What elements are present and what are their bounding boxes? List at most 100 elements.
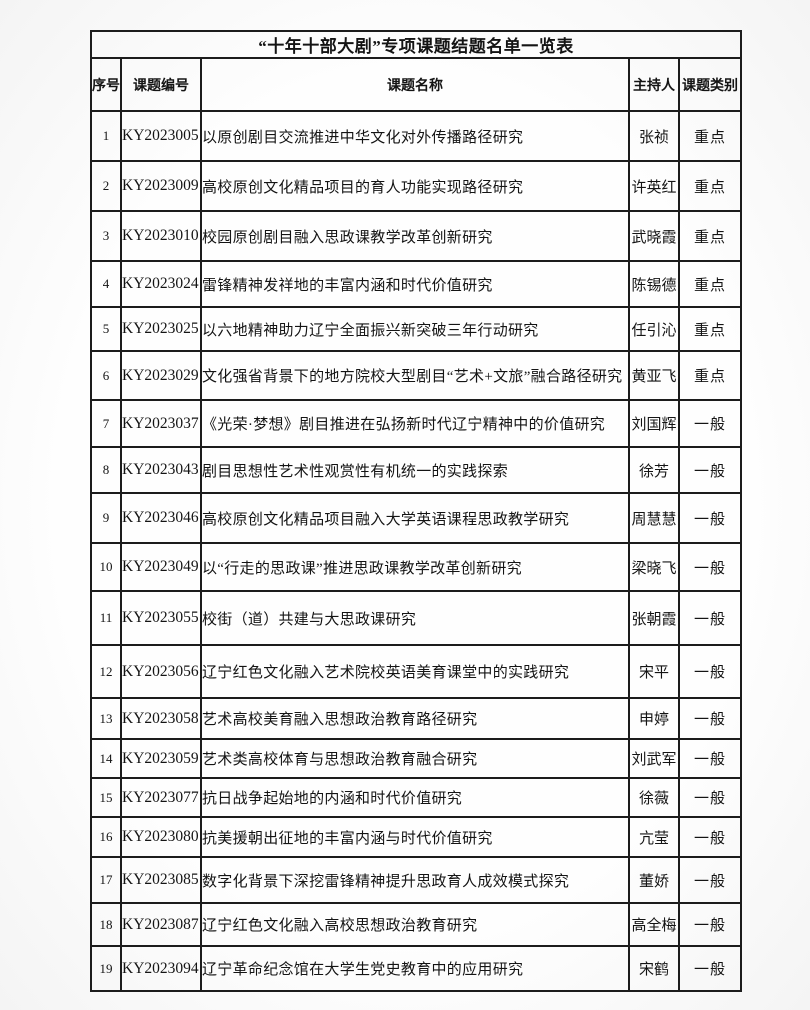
page-title: “十年十部大剧”专项课题结题名单一览表 bbox=[90, 30, 742, 59]
cell-category: 重点 bbox=[678, 260, 742, 308]
cell-code: KY2023024 bbox=[120, 260, 202, 308]
cell-category: 一般 bbox=[678, 902, 742, 947]
column-header-host: 主持人 bbox=[628, 57, 680, 112]
cell-host: 任引沁 bbox=[628, 306, 680, 352]
table-row: 3 KY2023010 校园原创剧目融入思政课教学改革创新研究 武晓霞 重点 bbox=[90, 210, 742, 262]
cell-category: 一般 bbox=[678, 816, 742, 858]
cell-code: KY2023010 bbox=[120, 210, 202, 262]
cell-category: 一般 bbox=[678, 697, 742, 740]
topics-table: “十年十部大剧”专项课题结题名单一览表 序号 课题编号 课题名称 主持人 课题类… bbox=[90, 30, 742, 992]
cell-no: 8 bbox=[90, 446, 122, 494]
cell-code: KY2023037 bbox=[120, 399, 202, 448]
cell-code: KY2023029 bbox=[120, 350, 202, 401]
cell-code: KY2023094 bbox=[120, 945, 202, 992]
table-row: 7 KY2023037 《光荣·梦想》剧目推进在弘扬新时代辽宁精神中的价值研究 刘国辉… bbox=[90, 399, 742, 448]
cell-code: KY2023025 bbox=[120, 306, 202, 352]
cell-category: 一般 bbox=[678, 542, 742, 592]
cell-code: KY2023046 bbox=[120, 492, 202, 544]
cell-no: 2 bbox=[90, 160, 122, 212]
cell-name: 校街（道）共建与大思政课研究 bbox=[200, 590, 630, 646]
cell-no: 14 bbox=[90, 738, 122, 779]
cell-code: KY2023085 bbox=[120, 856, 202, 904]
cell-category: 一般 bbox=[678, 446, 742, 494]
cell-code: KY2023058 bbox=[120, 697, 202, 740]
cell-name: 雷锋精神发祥地的丰富内涵和时代价值研究 bbox=[200, 260, 630, 308]
cell-name: 抗美援朝出征地的丰富内涵与时代价值研究 bbox=[200, 816, 630, 858]
cell-host: 许英红 bbox=[628, 160, 680, 212]
cell-no: 19 bbox=[90, 945, 122, 992]
table-row: 19 KY2023094 辽宁革命纪念馆在大学生党史教育中的应用研究 宋鹤 一般 bbox=[90, 945, 742, 992]
cell-code: KY2023077 bbox=[120, 777, 202, 818]
cell-category: 重点 bbox=[678, 210, 742, 262]
cell-name: 校园原创剧目融入思政课教学改革创新研究 bbox=[200, 210, 630, 262]
cell-no: 3 bbox=[90, 210, 122, 262]
cell-category: 一般 bbox=[678, 777, 742, 818]
cell-no: 4 bbox=[90, 260, 122, 308]
cell-host: 刘武军 bbox=[628, 738, 680, 779]
cell-code: KY2023049 bbox=[120, 542, 202, 592]
column-header-code: 课题编号 bbox=[120, 57, 202, 112]
cell-code: KY2023059 bbox=[120, 738, 202, 779]
cell-category: 一般 bbox=[678, 399, 742, 448]
cell-code: KY2023056 bbox=[120, 644, 202, 699]
cell-name: 以六地精神助力辽宁全面振兴新突破三年行动研究 bbox=[200, 306, 630, 352]
cell-host: 宋平 bbox=[628, 644, 680, 699]
column-header-category: 课题类别 bbox=[678, 57, 742, 112]
cell-no: 1 bbox=[90, 110, 122, 162]
table-row: 15 KY2023077 抗日战争起始地的内涵和时代价值研究 徐薇 一般 bbox=[90, 777, 742, 818]
cell-name: 高校原创文化精品项目融入大学英语课程思政教学研究 bbox=[200, 492, 630, 544]
cell-name: 辽宁革命纪念馆在大学生党史教育中的应用研究 bbox=[200, 945, 630, 992]
table-body: 1 KY2023005 以原创剧目交流推进中华文化对外传播路径研究 张祯 重点 2 KY20… bbox=[90, 110, 742, 992]
cell-code: KY2023043 bbox=[120, 446, 202, 494]
table-row: 2 KY2023009 高校原创文化精品项目的育人功能实现路径研究 许英红 重点 bbox=[90, 160, 742, 212]
column-header-name: 课题名称 bbox=[200, 57, 630, 112]
cell-host: 宋鹤 bbox=[628, 945, 680, 992]
cell-category: 一般 bbox=[678, 945, 742, 992]
table-row: 10 KY2023049 以“行走的思政课”推进思政课教学改革创新研究 梁晓飞 一般 bbox=[90, 542, 742, 592]
table-row: 11 KY2023055 校街（道）共建与大思政课研究 张朝霞 一般 bbox=[90, 590, 742, 646]
cell-name: 辽宁红色文化融入高校思想政治教育研究 bbox=[200, 902, 630, 947]
table-row: 4 KY2023024 雷锋精神发祥地的丰富内涵和时代价值研究 陈锡德 重点 bbox=[90, 260, 742, 308]
cell-host: 陈锡德 bbox=[628, 260, 680, 308]
cell-code: KY2023087 bbox=[120, 902, 202, 947]
table-row: 9 KY2023046 高校原创文化精品项目融入大学英语课程思政教学研究 周慧慧 一般 bbox=[90, 492, 742, 544]
cell-category: 一般 bbox=[678, 590, 742, 646]
cell-category: 重点 bbox=[678, 110, 742, 162]
table-row: 1 KY2023005 以原创剧目交流推进中华文化对外传播路径研究 张祯 重点 bbox=[90, 110, 742, 162]
cell-category: 重点 bbox=[678, 160, 742, 212]
cell-host: 申婷 bbox=[628, 697, 680, 740]
cell-host: 武晓霞 bbox=[628, 210, 680, 262]
cell-category: 一般 bbox=[678, 856, 742, 904]
cell-host: 徐芳 bbox=[628, 446, 680, 494]
cell-host: 周慧慧 bbox=[628, 492, 680, 544]
cell-category: 一般 bbox=[678, 492, 742, 544]
cell-no: 5 bbox=[90, 306, 122, 352]
cell-host: 黄亚飞 bbox=[628, 350, 680, 401]
table-row: 14 KY2023059 艺术类高校体育与思想政治教育融合研究 刘武军 一般 bbox=[90, 738, 742, 779]
cell-category: 重点 bbox=[678, 306, 742, 352]
cell-host: 梁晓飞 bbox=[628, 542, 680, 592]
cell-no: 15 bbox=[90, 777, 122, 818]
cell-host: 刘国辉 bbox=[628, 399, 680, 448]
column-header-no: 序号 bbox=[90, 57, 122, 112]
cell-host: 董娇 bbox=[628, 856, 680, 904]
cell-no: 10 bbox=[90, 542, 122, 592]
cell-category: 重点 bbox=[678, 350, 742, 401]
cell-host: 高全梅 bbox=[628, 902, 680, 947]
cell-name: 以“行走的思政课”推进思政课教学改革创新研究 bbox=[200, 542, 630, 592]
cell-no: 13 bbox=[90, 697, 122, 740]
cell-name: 数字化背景下深挖雷锋精神提升思政育人成效模式探究 bbox=[200, 856, 630, 904]
table-row: 12 KY2023056 辽宁红色文化融入艺术院校英语美育课堂中的实践研究 宋平 一般 bbox=[90, 644, 742, 699]
cell-host: 亢莹 bbox=[628, 816, 680, 858]
cell-no: 12 bbox=[90, 644, 122, 699]
cell-host: 张祯 bbox=[628, 110, 680, 162]
cell-name: 抗日战争起始地的内涵和时代价值研究 bbox=[200, 777, 630, 818]
cell-name: 辽宁红色文化融入艺术院校英语美育课堂中的实践研究 bbox=[200, 644, 630, 699]
cell-name: 艺术高校美育融入思想政治教育路径研究 bbox=[200, 697, 630, 740]
table-row: 13 KY2023058 艺术高校美育融入思想政治教育路径研究 申婷 一般 bbox=[90, 697, 742, 740]
cell-host: 徐薇 bbox=[628, 777, 680, 818]
table-row: 5 KY2023025 以六地精神助力辽宁全面振兴新突破三年行动研究 任引沁 重点 bbox=[90, 306, 742, 352]
cell-no: 18 bbox=[90, 902, 122, 947]
cell-no: 17 bbox=[90, 856, 122, 904]
